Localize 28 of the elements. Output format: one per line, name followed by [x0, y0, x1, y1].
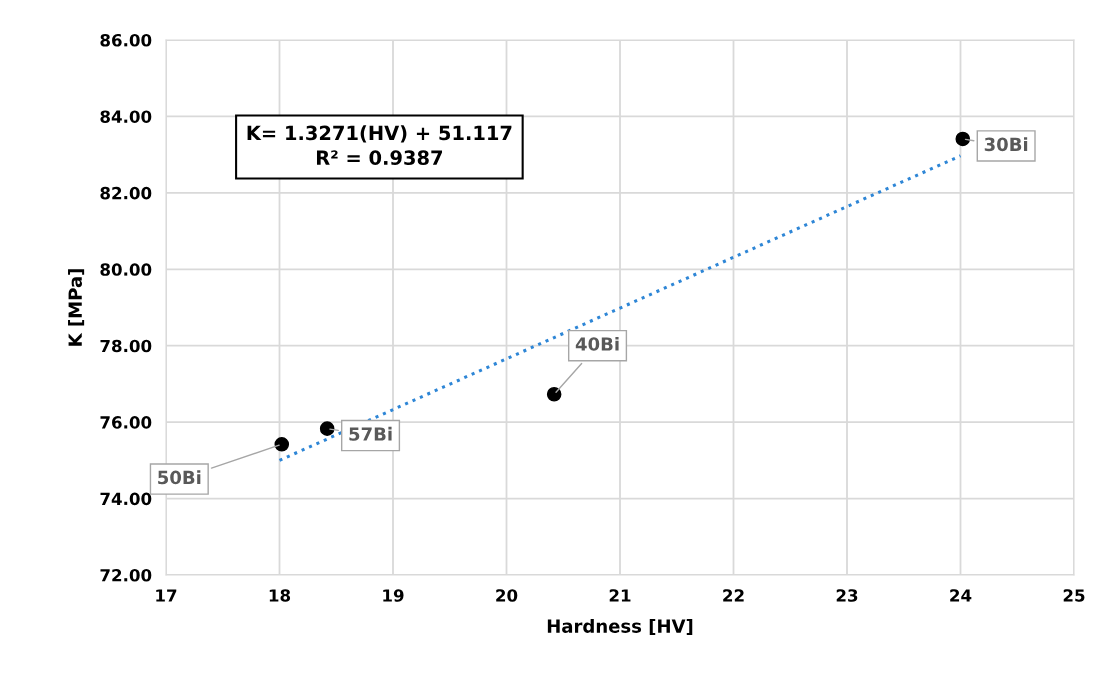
- y-tick-label: 78.00: [100, 339, 152, 353]
- annotation: K= 1.3271(HV) + 51.117 R² = 0.9387: [247, 125, 512, 166]
- x-tick-label: 18: [269, 589, 291, 602]
- x-tick-label: 22: [723, 589, 744, 602]
- y-tick-label: 76.00: [100, 416, 152, 429]
- annotation: 57Bi: [349, 426, 392, 441]
- x-tick-label: 19: [383, 589, 404, 602]
- x-axis-title: Hardness [HV]: [547, 618, 693, 636]
- y-tick-label: 86.00: [100, 33, 152, 47]
- annotation: 30Bi: [984, 137, 1028, 152]
- point: [274, 437, 290, 452]
- y-tick-label: 84.00: [100, 110, 152, 123]
- y-axis-title: K [MPa]: [68, 269, 85, 346]
- point: [955, 131, 971, 147]
- point: [319, 421, 335, 436]
- x-tick-label: 25: [1063, 589, 1085, 602]
- point: [546, 386, 562, 402]
- y-tick-label: 74.00: [100, 492, 152, 506]
- x-tick-label: 24: [950, 589, 972, 602]
- annotation: 50Bi: [158, 470, 201, 485]
- y-tick-label: 82.00: [100, 186, 152, 200]
- x-tick-label: 21: [609, 589, 631, 602]
- y-tick-label: 80.00: [100, 263, 152, 276]
- x-tick-label: 17: [156, 589, 177, 602]
- x-tick-label: 20: [496, 589, 518, 602]
- annotation: 40Bi: [575, 336, 619, 351]
- x-tick-label: 23: [836, 589, 858, 602]
- y-tick-label: 72.00: [100, 568, 152, 582]
